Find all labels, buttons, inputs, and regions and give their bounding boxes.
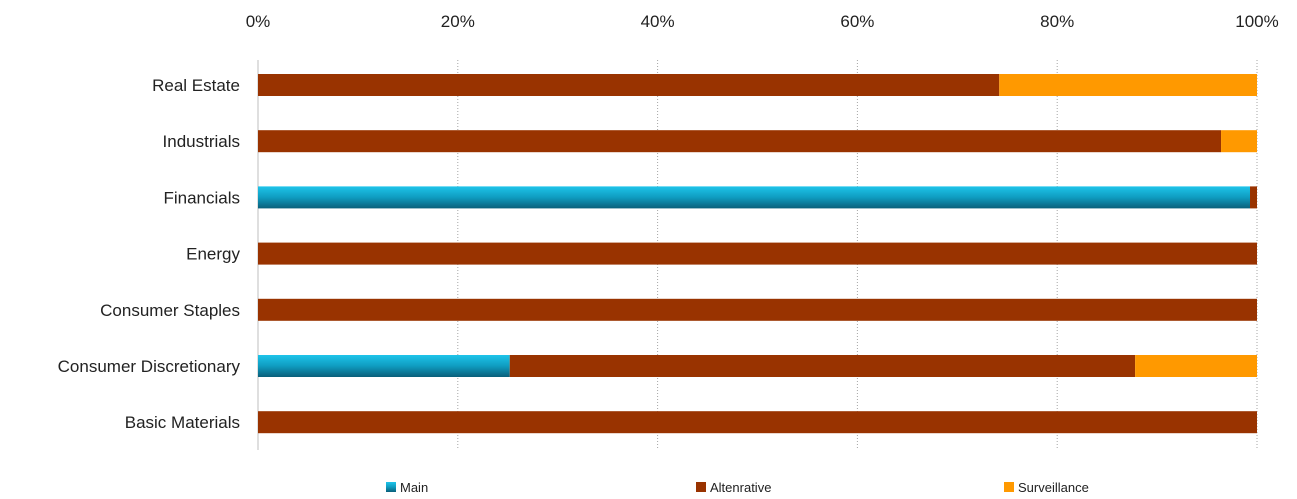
bar-main-consumer-discretionary xyxy=(258,355,510,377)
bar-altenrative-consumer-staples xyxy=(258,298,1257,321)
bar-altenrative-real-estate xyxy=(258,74,1000,96)
category-label-financials: Financials xyxy=(163,188,240,207)
legend-swatch-main xyxy=(386,482,396,492)
bar-surveillance-consumer-discretionary xyxy=(1135,355,1257,377)
category-label-energy: Energy xyxy=(186,245,240,264)
bar-main-financials xyxy=(258,186,1251,209)
category-labels: Real Estate Industrials Financials Energy Co… xyxy=(58,76,241,432)
x-tick-label: 0% xyxy=(246,12,271,31)
legend-label-altenrative: Altenrative xyxy=(710,480,771,495)
legend-label-main: Main xyxy=(400,480,428,495)
bar-altenrative-industrials xyxy=(258,130,1222,153)
legend-swatch-surveillance xyxy=(1004,482,1014,492)
bar-surveillance-real-estate xyxy=(999,74,1257,96)
bar-altenrative-financials xyxy=(1250,186,1257,209)
category-label-industrials: Industrials xyxy=(163,132,240,151)
legend-swatch-altenrative xyxy=(696,482,706,492)
bar-altenrative-energy xyxy=(258,242,1257,265)
bar-surveillance-industrials xyxy=(1221,130,1257,153)
legend: Main Altenrative Surveillance xyxy=(386,480,1089,495)
x-tick-label: 40% xyxy=(641,12,675,31)
category-label-consumer-staples: Consumer Staples xyxy=(100,301,240,320)
category-label-consumer-discretionary: Consumer Discretionary xyxy=(58,357,241,376)
category-label-real-estate: Real Estate xyxy=(152,76,240,95)
bar-altenrative-consumer-discretionary xyxy=(509,355,1136,377)
bar-altenrative-basic-materials xyxy=(258,411,1257,434)
category-label-basic-materials: Basic Materials xyxy=(125,413,240,432)
legend-label-surveillance: Surveillance xyxy=(1018,480,1089,495)
x-tick-label: 20% xyxy=(441,12,475,31)
x-tick-label: 60% xyxy=(840,12,874,31)
x-tick-label: 100% xyxy=(1235,12,1278,31)
x-axis-ticks: 0% 20% 40% 60% 80% 100% xyxy=(246,12,1279,31)
x-tick-label: 80% xyxy=(1040,12,1074,31)
bars xyxy=(258,74,1257,434)
